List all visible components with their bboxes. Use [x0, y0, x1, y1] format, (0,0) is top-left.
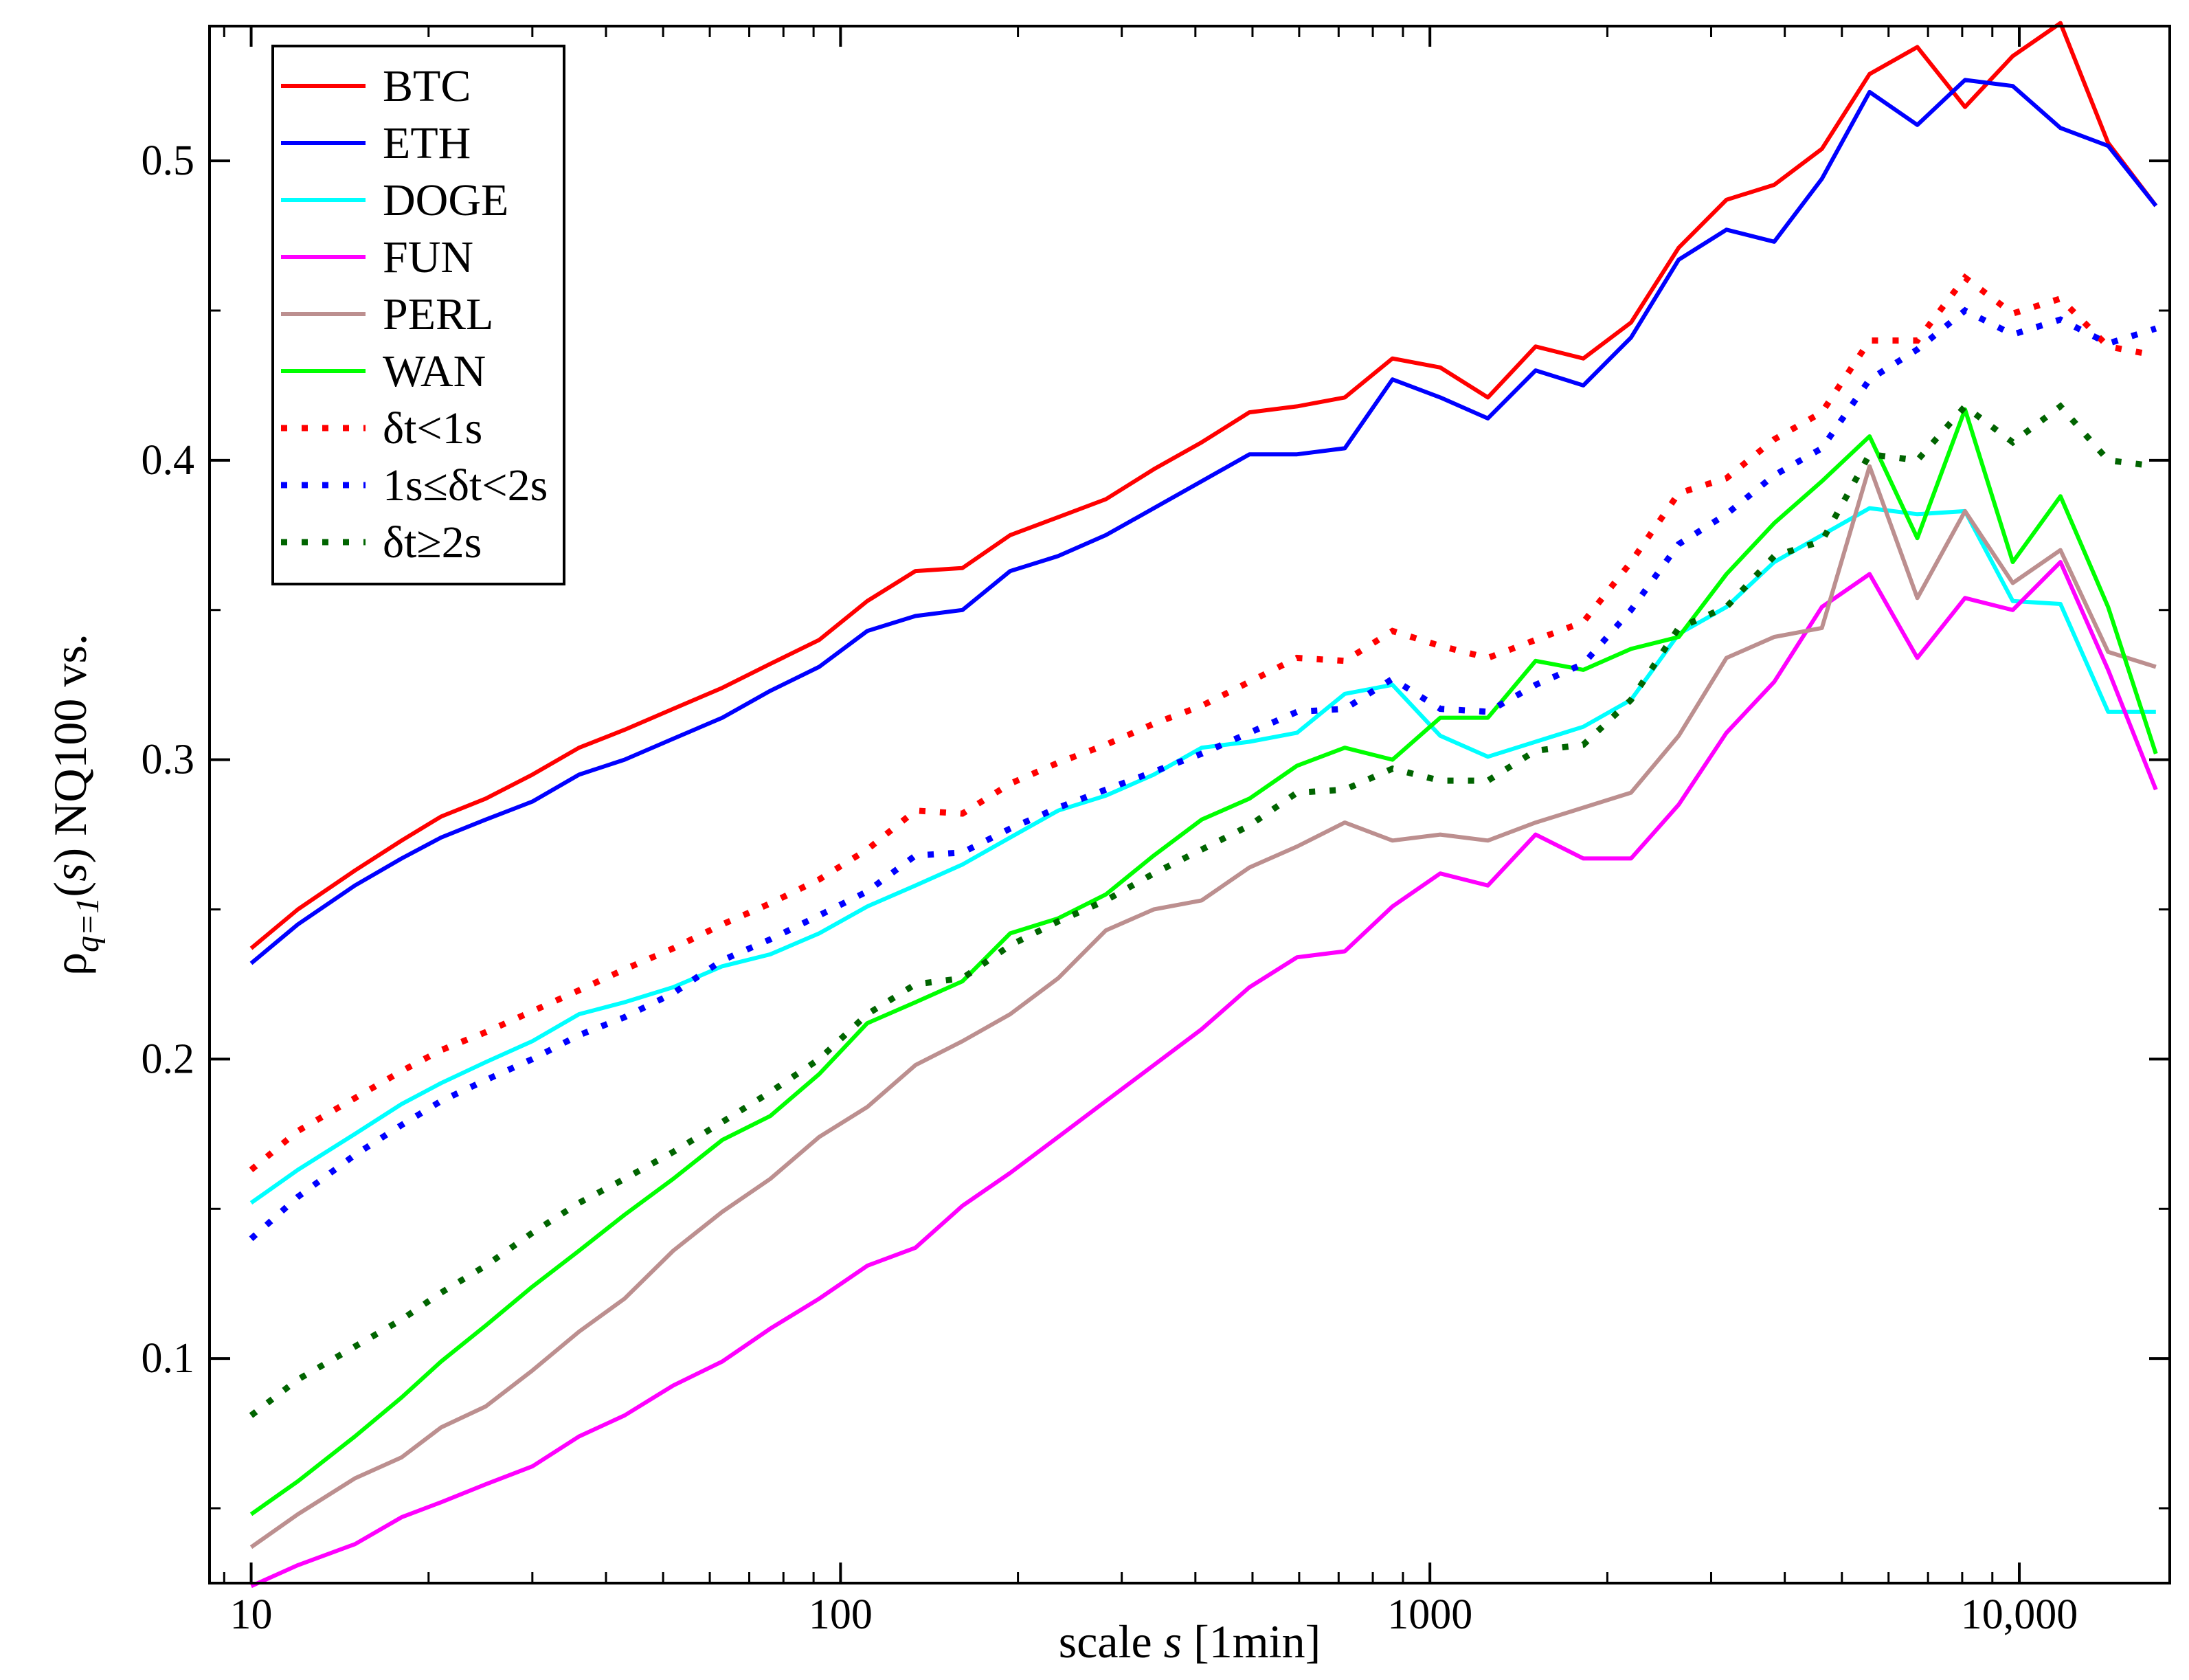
legend-label-doge: DOGE [383, 175, 508, 225]
y-label-variable: s [44, 863, 96, 881]
plot-frame [208, 25, 2171, 1584]
y-label-rest: ) NQ100 vs. [44, 634, 96, 863]
x-tick-label: 10,000 [1961, 1591, 2078, 1638]
series-line-perl [249, 464, 2157, 1549]
legend-label-dt-lt-1s: δt<1s [383, 403, 482, 453]
y-tick-label: 0.2 [142, 1035, 195, 1082]
y-tick-label: 0.1 [142, 1335, 195, 1382]
legend-label-fun: FUN [383, 232, 473, 282]
y-label-open-paren: ( [44, 882, 96, 897]
legend-label-wan: WAN [383, 346, 486, 396]
legend-label-dt-ge-2s: δt≥2s [383, 517, 482, 568]
x-tick-label: 1000 [1387, 1591, 1472, 1638]
x-label-prefix: scale [1059, 1615, 1164, 1668]
y-label-rho: ρ [44, 952, 96, 976]
y-label-subscript: q=1 [69, 897, 106, 952]
x-tick-label: 100 [809, 1591, 873, 1638]
series-line-btc [249, 21, 2158, 950]
legend-label-btc: BTC [383, 61, 471, 111]
x-axis-label: scale s [1min] [1059, 1615, 1321, 1668]
y-tick-label: 0.5 [142, 137, 195, 184]
series-line-fun [250, 560, 2158, 1589]
legend-label-dt-1s-to-2s: 1s≤δt<2s [383, 460, 548, 511]
legend-label-eth: ETH [383, 118, 471, 168]
series-line-dt-lt-1s [249, 273, 2157, 1173]
series-line-doge [249, 506, 2156, 1205]
series-layer [249, 21, 2158, 1589]
x-label-variable: s [1164, 1615, 1182, 1668]
y-tick-label: 0.3 [142, 737, 195, 783]
series-line-dt-1s-to-2s [249, 306, 2157, 1242]
x-label-suffix: [1min] [1182, 1615, 1321, 1668]
y-tick-label: 0.4 [142, 437, 195, 484]
x-tick-label: 10 [230, 1591, 273, 1638]
axis-layer: 10 100 1000 10,000 0.1 0.2 0.3 0.4 0.5 [142, 26, 2170, 1638]
series-line-dt-ge-2s [249, 402, 2157, 1418]
legend-label-perl: PERL [383, 289, 493, 339]
series-line-eth [249, 78, 2158, 965]
legend: BTC ETH DOGE FUN PERL WAN δt<1s 1s≤δt<2s δt≥2s [271, 45, 565, 585]
y-axis-label: ρq=1(s) NQ100 vs. [44, 634, 106, 976]
series-line-wan [249, 407, 2158, 1516]
